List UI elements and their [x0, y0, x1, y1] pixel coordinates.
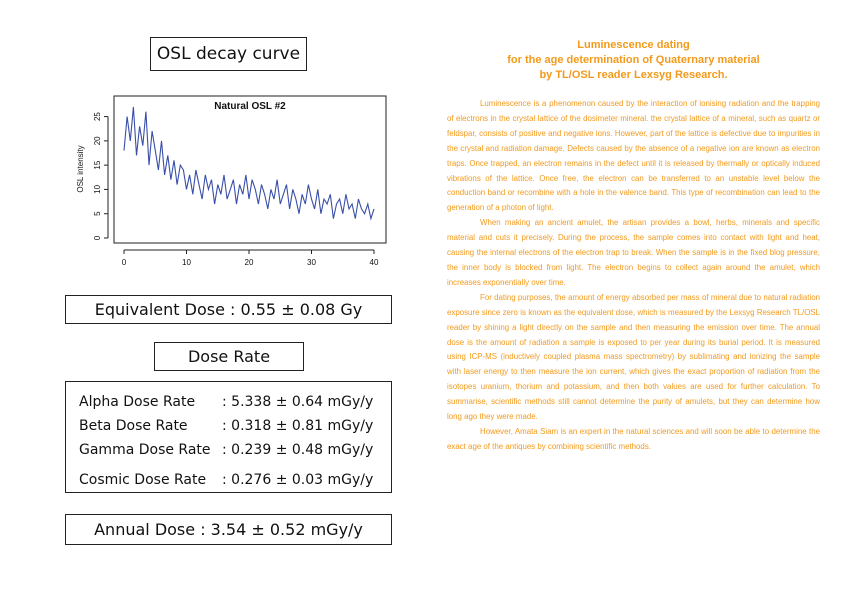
article-paragraph: However, Amata Siam is an expert in the … — [447, 426, 820, 451]
chart-ylabel: OSL intensity — [76, 145, 85, 192]
dose-rate-row-cosmic: Cosmic Dose Rate : 0.276 ± 0.03 mGy/y — [79, 468, 379, 492]
x-tick-label: 0 — [122, 258, 127, 267]
dose-rate-title-box: Dose Rate — [154, 342, 304, 371]
dose-rate-row-alpha: Alpha Dose Rate : 5.338 ± 0.64 mGy/y — [79, 390, 379, 414]
dose-rate-value: : 0.318 ± 0.81 mGy/y — [222, 418, 374, 434]
dose-rate-title: Dose Rate — [187, 347, 271, 366]
chart-plot-frame — [113, 95, 387, 244]
x-tick-label: 20 — [245, 258, 254, 267]
chart-series-line — [123, 106, 375, 221]
y-tick-label: 10 — [93, 184, 102, 193]
y-tick-label: 5 — [93, 211, 102, 216]
dose-rate-value: : 0.276 ± 0.03 mGy/y — [222, 472, 374, 488]
dose-rate-row-gamma: Gamma Dose Rate : 0.239 ± 0.48 mGy/y — [79, 438, 379, 462]
dose-rate-label: Cosmic Dose Rate — [79, 472, 207, 488]
annual-dose-text: Annual Dose : 3.54 ± 0.52 mGy/y — [94, 520, 363, 539]
osl-decay-chart: Natural OSL #2 OSL intensity 0 10 20 30 40 0 5… — [76, 95, 387, 267]
y-tick-label: 15 — [93, 160, 102, 169]
osl-title-box: OSL decay curve — [150, 37, 307, 71]
article-column: Luminescence dating for the age determin… — [447, 38, 820, 455]
dose-rate-table: Alpha Dose Rate : 5.338 ± 0.64 mGy/y Bet… — [65, 381, 392, 493]
equivalent-dose-text: Equivalent Dose : 0.55 ± 0.08 Gy — [94, 300, 363, 319]
article-title-line: by TL/OSL reader Lexsyg Research. — [539, 69, 728, 81]
dose-rate-label: Gamma Dose Rate — [79, 442, 211, 458]
x-tick-label: 40 — [370, 258, 379, 267]
y-tick-label: 20 — [93, 136, 102, 145]
x-tick-label: 30 — [307, 258, 316, 267]
annual-dose-box: Annual Dose : 3.54 ± 0.52 mGy/y — [65, 514, 392, 545]
dose-rate-label: Alpha Dose Rate — [79, 394, 196, 410]
article-title-line: Luminescence dating — [577, 39, 690, 51]
dose-rate-row-beta: Beta Dose Rate : 0.318 ± 0.81 mGy/y — [79, 414, 379, 438]
dose-rate-value: : 0.239 ± 0.48 mGy/y — [222, 442, 374, 458]
chart-title: Natural OSL #2 — [214, 101, 286, 112]
dose-rate-label: Beta Dose Rate — [79, 418, 188, 434]
dose-rate-value: : 5.338 ± 0.64 mGy/y — [222, 394, 374, 410]
x-tick-label: 10 — [182, 258, 191, 267]
y-tick-label: 25 — [93, 112, 102, 121]
article-title: Luminescence dating for the age determin… — [447, 38, 820, 83]
article-title-line: for the age determination of Quaternary … — [507, 54, 760, 66]
equivalent-dose-box: Equivalent Dose : 0.55 ± 0.08 Gy — [65, 295, 392, 324]
osl-decay-curve-title: OSL decay curve — [156, 44, 301, 64]
y-tick-label: 0 — [93, 235, 102, 240]
article-paragraph: When making an ancient amulet, the artis… — [447, 218, 820, 287]
article-paragraph: Luminescence is a phenomenon caused by t… — [447, 99, 820, 213]
article-paragraph: For dating purposes, the amount of energ… — [447, 292, 820, 422]
